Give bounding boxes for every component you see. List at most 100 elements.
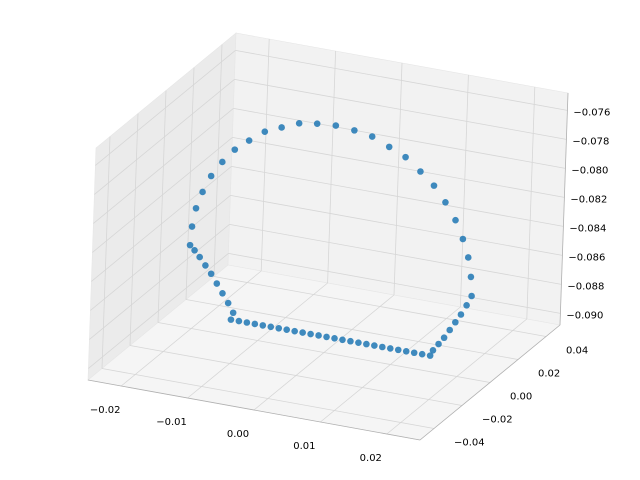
point — [446, 326, 454, 334]
grid-line — [393, 62, 403, 296]
y-tick-label: 0.04 — [566, 346, 588, 357]
point — [442, 198, 449, 206]
point — [402, 153, 409, 161]
axis-line — [419, 324, 561, 441]
point — [351, 127, 358, 134]
point — [457, 311, 465, 318]
point — [402, 348, 410, 355]
point — [275, 324, 283, 332]
point — [261, 128, 269, 135]
point — [418, 350, 426, 358]
grid-line — [157, 90, 167, 323]
point — [323, 333, 330, 341]
z-tick-label: −0.088 — [567, 281, 604, 292]
x-tick-label: 0.01 — [293, 441, 315, 452]
grid-line — [232, 137, 565, 198]
grid-line — [95, 50, 236, 166]
y-tick-label: 0.02 — [538, 369, 560, 380]
point — [202, 262, 209, 269]
point — [467, 273, 475, 281]
point — [259, 322, 267, 329]
point — [426, 352, 434, 359]
point — [386, 345, 394, 352]
y-tick-label: −0.04 — [454, 438, 485, 449]
grid-line — [213, 44, 223, 277]
point — [355, 339, 362, 346]
axis-line — [559, 92, 569, 326]
grid-line — [234, 79, 567, 140]
grid-line — [260, 38, 270, 272]
point — [219, 290, 226, 297]
point — [229, 309, 237, 317]
grid-line — [235, 50, 568, 111]
point — [186, 241, 194, 249]
point — [440, 334, 448, 342]
point — [452, 318, 459, 326]
grid-line — [92, 137, 233, 253]
grid-line — [230, 195, 563, 256]
grid-line — [231, 166, 564, 227]
point — [267, 323, 275, 331]
point — [245, 137, 253, 144]
point — [196, 253, 203, 261]
point — [379, 343, 386, 351]
grid-line — [185, 67, 195, 300]
grid-line — [213, 276, 547, 337]
x-tick-label: 0.00 — [227, 429, 249, 440]
point — [339, 336, 346, 344]
z-tick-label: −0.082 — [570, 194, 607, 205]
grid-line — [90, 195, 231, 311]
point — [224, 299, 232, 307]
point — [429, 347, 437, 354]
point — [363, 340, 370, 348]
point — [347, 337, 354, 345]
point — [435, 340, 442, 348]
z-tick-label: −0.086 — [568, 252, 605, 263]
grid-line — [101, 368, 435, 429]
x-tick-label: 0.02 — [360, 453, 382, 464]
grid-line — [185, 299, 519, 360]
grid-line — [91, 166, 232, 282]
point — [430, 182, 438, 189]
point — [207, 172, 215, 180]
grid-line — [129, 345, 463, 406]
point — [278, 124, 285, 131]
point — [192, 204, 200, 212]
grid-line — [88, 253, 229, 369]
point — [207, 270, 215, 278]
grid-line — [229, 224, 562, 285]
grid-line — [93, 108, 234, 224]
z-tick-label: −0.080 — [571, 165, 608, 176]
point — [295, 120, 303, 127]
grid-line — [460, 74, 469, 308]
point — [459, 235, 467, 243]
point — [283, 326, 291, 334]
grid-line — [94, 79, 235, 195]
point — [371, 342, 378, 349]
point — [188, 223, 196, 230]
y-tick-label: 0.00 — [510, 392, 532, 403]
point — [291, 327, 298, 335]
point — [227, 316, 235, 323]
point — [251, 320, 259, 328]
grid-line — [228, 253, 561, 314]
point — [332, 122, 340, 129]
point — [231, 146, 239, 153]
point — [219, 158, 226, 166]
point — [368, 133, 376, 140]
x-tick-label: −0.02 — [90, 405, 121, 416]
grid-line — [526, 86, 536, 320]
point — [385, 143, 393, 151]
point — [213, 280, 221, 287]
point — [394, 346, 402, 354]
grid-line — [233, 108, 566, 169]
z-tick-label: −0.090 — [566, 310, 603, 321]
point — [307, 330, 314, 338]
point — [235, 317, 243, 325]
point — [452, 216, 459, 224]
point — [299, 329, 306, 336]
point — [191, 247, 198, 254]
point — [464, 254, 472, 261]
